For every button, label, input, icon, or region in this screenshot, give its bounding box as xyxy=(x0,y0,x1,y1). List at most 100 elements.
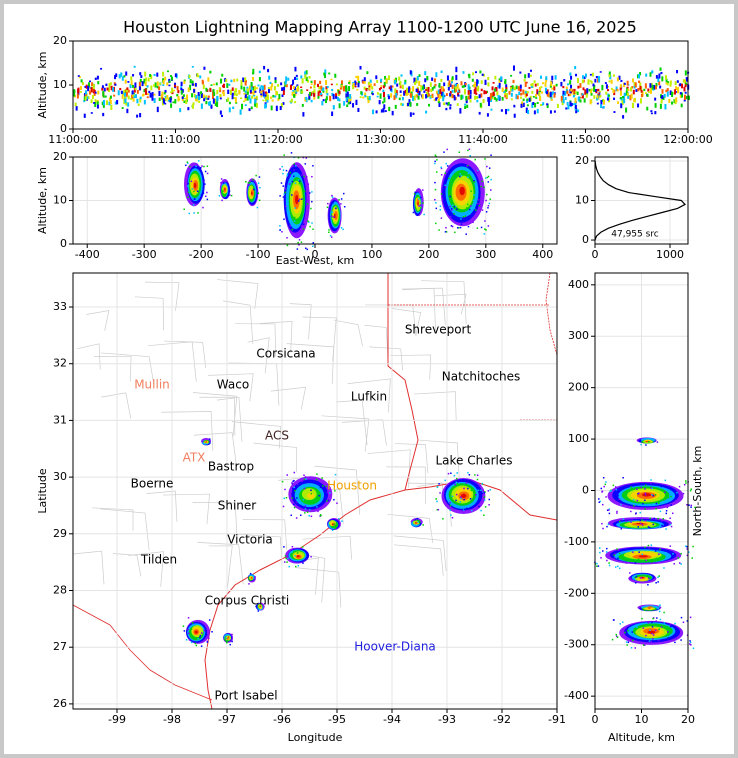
source-density xyxy=(467,84,470,90)
ns-cluster-speck xyxy=(659,618,662,621)
source-density xyxy=(132,84,135,88)
ew-cluster-speck xyxy=(456,227,459,229)
county-line xyxy=(113,553,142,577)
source-density xyxy=(277,83,280,87)
map-cluster-speck xyxy=(459,496,462,498)
source-density xyxy=(676,69,679,74)
ew-cluster-speck xyxy=(478,204,481,207)
source-density xyxy=(460,81,463,86)
source-density xyxy=(409,93,412,98)
y-tick-label: 20 xyxy=(53,150,67,163)
source-density xyxy=(311,91,314,95)
source-density xyxy=(583,98,586,103)
coastline xyxy=(204,479,558,710)
source-density xyxy=(317,91,320,97)
source-density xyxy=(96,104,99,109)
map-cluster-speck xyxy=(336,502,338,504)
source-density xyxy=(431,93,434,98)
source-density xyxy=(378,99,381,105)
source-density xyxy=(461,85,464,88)
source-density xyxy=(516,95,519,100)
ew-cluster-speck xyxy=(450,192,452,195)
source-density xyxy=(391,85,394,88)
source-density xyxy=(348,98,351,102)
ns-cluster-speck xyxy=(650,544,653,546)
ns-cluster-speck xyxy=(605,551,608,553)
source-density xyxy=(503,90,506,94)
source-density xyxy=(490,108,493,111)
map-cluster-speck xyxy=(478,505,480,508)
map-cluster-speck xyxy=(301,480,303,483)
source-density xyxy=(480,88,483,92)
source-density xyxy=(73,89,76,91)
source-density xyxy=(613,97,616,100)
source-density xyxy=(651,84,654,90)
ew-cluster-speck xyxy=(444,231,447,233)
ns-cluster-speck xyxy=(642,502,644,505)
source-density xyxy=(233,96,236,99)
source-density xyxy=(449,104,452,107)
source-density xyxy=(650,110,653,113)
source-density xyxy=(348,86,351,92)
source-density xyxy=(250,91,253,94)
source-density xyxy=(108,101,111,106)
ew-cluster-speck xyxy=(434,198,436,201)
source-density xyxy=(510,92,513,97)
county-line xyxy=(144,281,180,311)
source-density xyxy=(266,98,269,103)
map-cluster-speck xyxy=(483,514,485,516)
source-density xyxy=(477,85,480,92)
source-density xyxy=(512,79,515,84)
map-cluster-speck xyxy=(206,641,209,643)
ew-cluster-speck xyxy=(281,231,283,233)
source-density xyxy=(260,85,263,87)
source-density xyxy=(168,99,171,102)
source-density xyxy=(634,82,637,88)
source-density xyxy=(387,95,390,100)
source-density xyxy=(102,96,105,98)
map-cluster-speck xyxy=(467,471,469,474)
source-density xyxy=(317,95,320,99)
county-line xyxy=(421,280,467,325)
map-cluster-speck xyxy=(414,519,417,521)
y-axis-label: Altitude, km xyxy=(36,51,49,118)
ns-cluster-speck xyxy=(694,506,696,509)
ew-cluster-speck xyxy=(300,241,303,243)
source-density xyxy=(260,90,263,94)
source-density xyxy=(409,101,412,107)
source-density xyxy=(85,84,88,89)
source-density xyxy=(331,88,334,92)
source-density xyxy=(469,99,472,103)
source-density xyxy=(212,89,215,93)
source-density xyxy=(630,93,633,99)
ew-cluster-speck xyxy=(249,181,251,184)
ns-cluster-speck xyxy=(661,500,664,503)
map-cluster-speck xyxy=(338,518,340,520)
map-cluster-speck xyxy=(248,583,250,585)
source-density xyxy=(602,106,605,109)
ew-cluster-speck xyxy=(460,223,463,225)
ns-cluster-speck xyxy=(685,480,687,482)
source-density xyxy=(354,85,357,88)
source-density xyxy=(296,87,299,92)
source-density xyxy=(524,91,527,94)
source-density xyxy=(664,75,667,80)
map-cluster-speck xyxy=(333,498,335,501)
source-density xyxy=(94,99,97,104)
county-line xyxy=(390,354,432,380)
state-border xyxy=(387,273,419,491)
title: Houston Lightning Mapping Array 1100-120… xyxy=(123,18,637,37)
source-density xyxy=(531,90,534,94)
ew-cluster-speck xyxy=(294,182,297,184)
source-density xyxy=(563,79,566,82)
source-density xyxy=(221,73,224,77)
source-density xyxy=(437,89,440,95)
source-density xyxy=(427,93,430,97)
ew-cluster-speck xyxy=(220,182,222,184)
source-density xyxy=(582,87,585,91)
ns-cluster-speck xyxy=(621,621,624,623)
map-cluster-speck xyxy=(466,507,468,510)
map-cluster-speck xyxy=(205,633,208,636)
ns-cluster-speck xyxy=(688,504,690,506)
ns-cluster-speck xyxy=(692,545,694,548)
